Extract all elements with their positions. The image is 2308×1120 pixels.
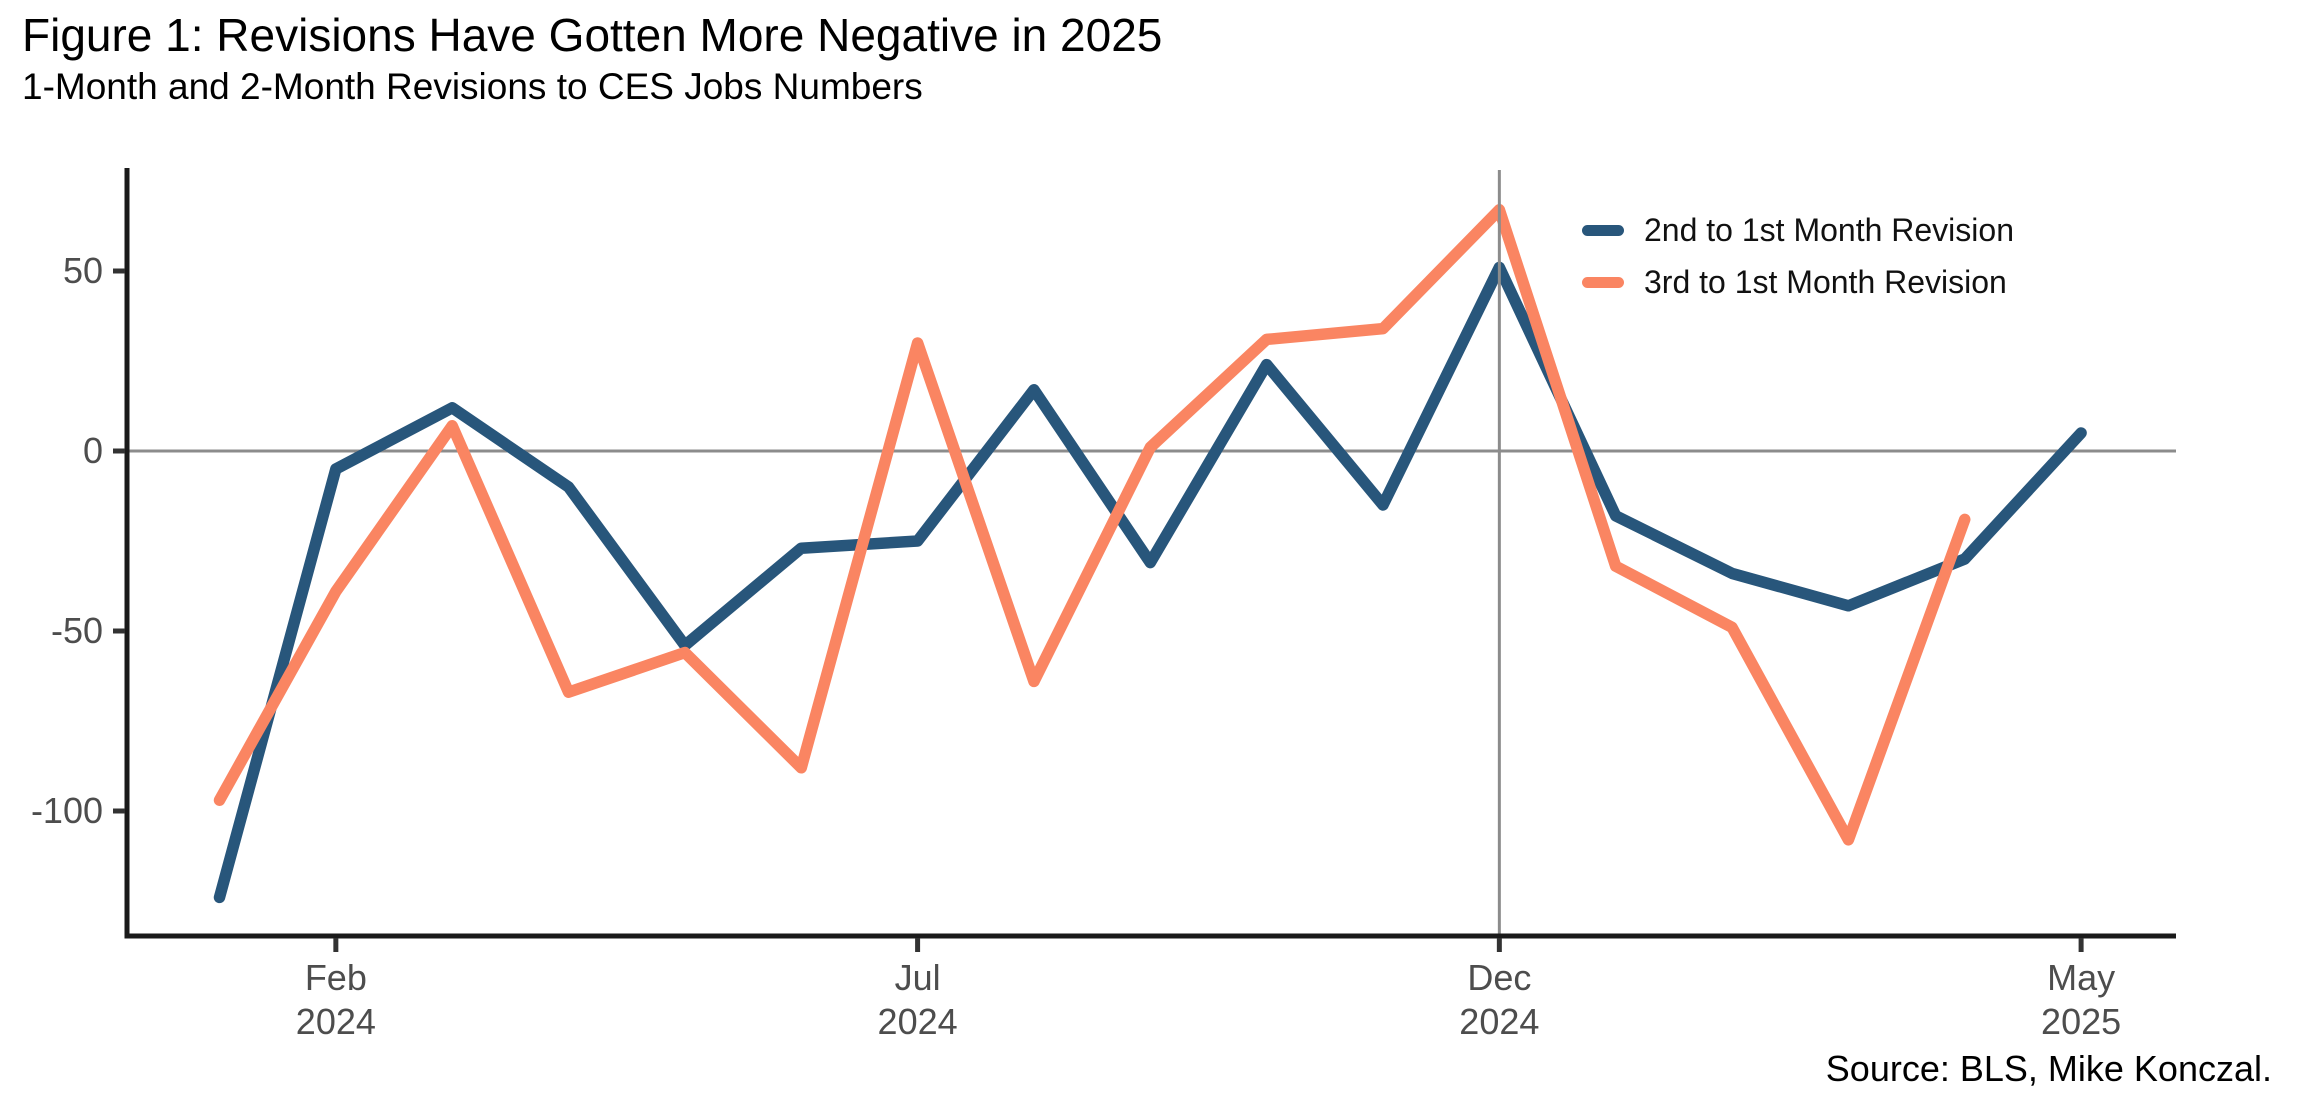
x-tick-label-year: 2024 (1459, 1001, 1539, 1042)
y-tick-label: -50 (51, 610, 103, 651)
legend-row-3rd-to-1st: 3rd to 1st Month Revision (1582, 262, 2014, 302)
legend-row-2nd-to-1st: 2nd to 1st Month Revision (1582, 210, 2014, 250)
x-tick-label-year: 2024 (878, 1001, 958, 1042)
source-caption: Source: BLS, Mike Konczal. (1825, 1048, 2272, 1089)
legend-key-blue-line-icon (1582, 224, 1624, 236)
x-tick-label-month: Jul (895, 957, 941, 998)
x-tick-label-month: Dec (1467, 957, 1531, 998)
y-tick-label: 50 (63, 250, 103, 291)
series-line-2nd-to-1st (213, 261, 2087, 904)
series-line-3rd-to-1st (213, 204, 1971, 846)
x-tick-label-year: 2025 (2041, 1001, 2121, 1042)
y-tick-label: 0 (83, 430, 103, 471)
figure-title: Figure 1: Revisions Have Gotten More Neg… (22, 9, 1163, 61)
x-tick-label-year: 2024 (296, 1001, 376, 1042)
legend-key-orange-line-icon (1582, 276, 1624, 288)
x-tick-label-month: Feb (305, 957, 367, 998)
legend-label-2nd-to-1st: 2nd to 1st Month Revision (1644, 211, 2014, 248)
figure-subtitle: 1-Month and 2-Month Revisions to CES Job… (22, 66, 923, 107)
x-tick-label-month: May (2047, 957, 2115, 998)
chart-legend: 2nd to 1st Month Revision 3rd to 1st Mon… (1582, 210, 2014, 302)
legend-label-3rd-to-1st: 3rd to 1st Month Revision (1644, 263, 2007, 300)
y-tick-label: -100 (31, 790, 103, 831)
